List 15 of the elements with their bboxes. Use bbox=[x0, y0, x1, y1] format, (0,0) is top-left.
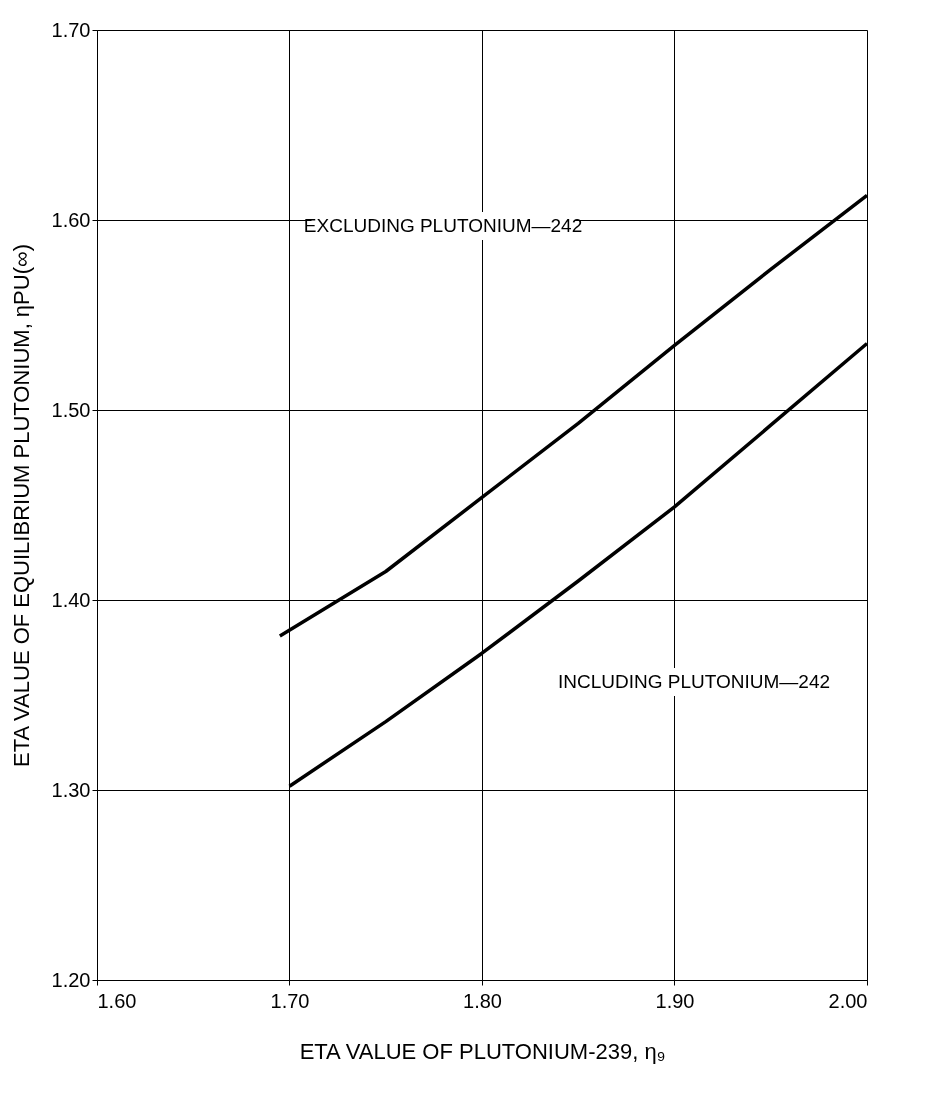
annotation: EXCLUDING PLUTONIUM—242 bbox=[303, 215, 583, 236]
y-tick-label: 1.40 bbox=[51, 588, 91, 611]
x-axis-title: ETA VALUE OF PLUTONIUM-239, η₉ bbox=[299, 1038, 666, 1064]
x-tick-label: 1.60 bbox=[97, 989, 137, 1012]
x-tick-label: 2.00 bbox=[828, 989, 868, 1012]
x-tick-label: 1.90 bbox=[655, 989, 695, 1012]
y-tick-label: 1.20 bbox=[51, 968, 91, 991]
x-tick-label: 1.70 bbox=[270, 989, 310, 1012]
annotation: INCLUDING PLUTONIUM—242 bbox=[557, 671, 831, 692]
y-axis-title: ETA VALUE OF EQUILIBRIUM PLUTONIUM, ηPU(∞) bbox=[8, 244, 34, 767]
y-tick-label: 1.30 bbox=[51, 778, 91, 801]
y-tick-label: 1.50 bbox=[51, 398, 91, 421]
y-tick-label: 1.70 bbox=[51, 18, 91, 41]
y-tick-label: 1.60 bbox=[51, 208, 91, 231]
x-tick-label: 1.80 bbox=[463, 989, 502, 1012]
